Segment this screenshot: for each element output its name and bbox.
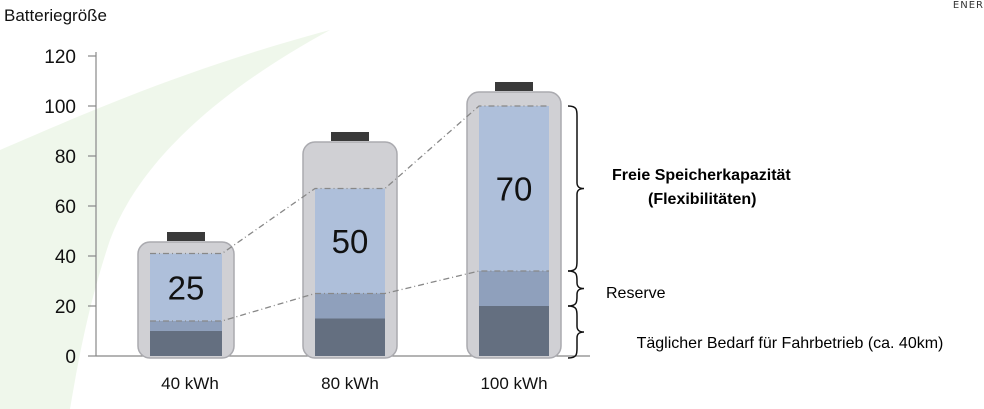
daily-demand-brace <box>567 305 585 359</box>
bar-value-label: 70 <box>496 171 533 208</box>
reserve-segment <box>150 321 222 331</box>
reserve-brace <box>567 270 585 307</box>
flex-segment <box>315 188 385 294</box>
flex-capacity-label-line1: Freie Speicherkapazität <box>612 167 791 184</box>
bar-value-label: 25 <box>168 269 205 306</box>
flex-segment <box>479 106 549 271</box>
reserve-segment <box>315 293 385 319</box>
battery-cap <box>331 132 369 141</box>
daily-segment <box>479 306 549 356</box>
reserve-top-connector <box>150 270 549 322</box>
flex-capacity-label-line2: (Flexibilitäten) <box>648 191 757 208</box>
x-tick-label: 100 kWh <box>480 374 547 393</box>
y-tick-label: 120 <box>44 47 76 68</box>
flex-capacity-brace <box>567 105 585 272</box>
x-tick-label: 40 kWh <box>161 374 219 393</box>
y-tick-label: 20 <box>55 297 76 318</box>
daily-segment <box>150 331 222 356</box>
y-tick-label: 80 <box>55 147 76 168</box>
y-tick-label: 60 <box>55 197 76 218</box>
daily-segment <box>315 318 385 356</box>
daily-demand-label: Täglicher Bedarf für Fahrbetrieb (ca. 40… <box>636 335 944 352</box>
reserve-segment <box>479 271 549 306</box>
flex-segment <box>150 253 222 321</box>
x-tick-label: 80 kWh <box>321 374 379 393</box>
battery-cap <box>495 82 533 91</box>
y-tick-label: 0 <box>65 347 76 368</box>
y-axis-title: Batteriegröße <box>4 6 107 25</box>
flex-capacity-label: Freie Speicherkapazität (Flexibilitäten) <box>612 164 862 212</box>
battery-cap <box>167 232 205 241</box>
flex-top-connector <box>150 105 549 255</box>
y-tick-label: 100 <box>44 97 76 118</box>
bar-value-label: 50 <box>332 223 369 260</box>
logo-text: ENER <box>952 0 984 11</box>
y-tick-label: 40 <box>55 247 76 268</box>
reserve-label: Reserve <box>606 285 666 302</box>
